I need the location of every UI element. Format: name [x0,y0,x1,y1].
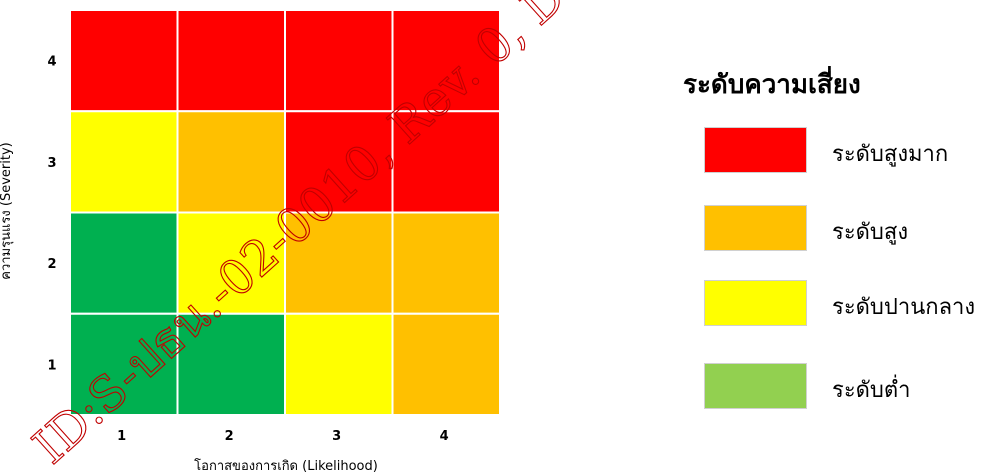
y-tick-label-3: 3 [47,156,56,171]
matrix-cell-l1-s1 [69,312,179,416]
x-tick-label-3: 3 [332,429,341,444]
legend-item-low: ระดับต่ำ [704,363,1004,409]
risk-matrix-chart: 1 2 3 4 1 2 3 4 ความรุนแรง (Severity) โอกาสของก… [0,9,501,474]
legend-label-very-high: ระดับสูงมาก [832,142,949,167]
y-tick-label-1: 1 [47,358,56,373]
matrix-cell-l1-s3 [69,110,179,214]
matrix-cells [69,9,501,416]
y-tick-label-4: 4 [47,55,56,70]
legend-label-medium: ระดับปานกลาง [832,295,976,320]
matrix-cell-l4-s3 [391,110,501,214]
matrix-cell-l2-s4 [176,9,286,113]
legend-item-medium: ระดับปานกลาง [704,280,1004,326]
legend-item-high: ระดับสูง [704,205,1004,251]
matrix-cell-l2-s2 [176,211,286,315]
legend-swatch-medium [704,280,807,326]
x-tick-label-4: 4 [440,429,449,444]
x-axis-label: โอกาสของการเกิด (Likelihood) [194,458,378,474]
matrix-cell-l2-s1 [176,312,286,416]
x-tick-label-1: 1 [117,429,126,444]
matrix-cell-l1-s2 [69,211,179,315]
matrix-cell-l3-s3 [284,110,394,214]
matrix-cell-l3-s4 [284,9,394,113]
legend-swatch-low [704,363,807,409]
legend-swatch-very-high [704,127,807,173]
x-tick-label-2: 2 [225,429,234,444]
legend-title: ระดับความเสี่ยง [683,70,861,100]
matrix-cell-l4-s1 [391,312,501,416]
matrix-cell-l4-s4 [391,9,501,113]
matrix-cell-l3-s2 [284,211,394,315]
legend-label-low: ระดับต่ำ [832,378,911,403]
legend-item-very-high: ระดับสูงมาก [704,127,1004,173]
matrix-cell-l2-s3 [176,110,286,214]
matrix-cell-l3-s1 [284,312,394,416]
y-tick-label-2: 2 [47,257,56,272]
legend-label-high: ระดับสูง [832,220,909,245]
axis-ticks: 1 2 3 4 1 2 3 4 [47,55,448,444]
y-axis-label: ความรุนแรง (Severity) [0,142,14,279]
legend-swatch-high [704,205,807,251]
matrix-cell-l1-s4 [69,9,179,113]
matrix-cell-l4-s2 [391,211,501,315]
